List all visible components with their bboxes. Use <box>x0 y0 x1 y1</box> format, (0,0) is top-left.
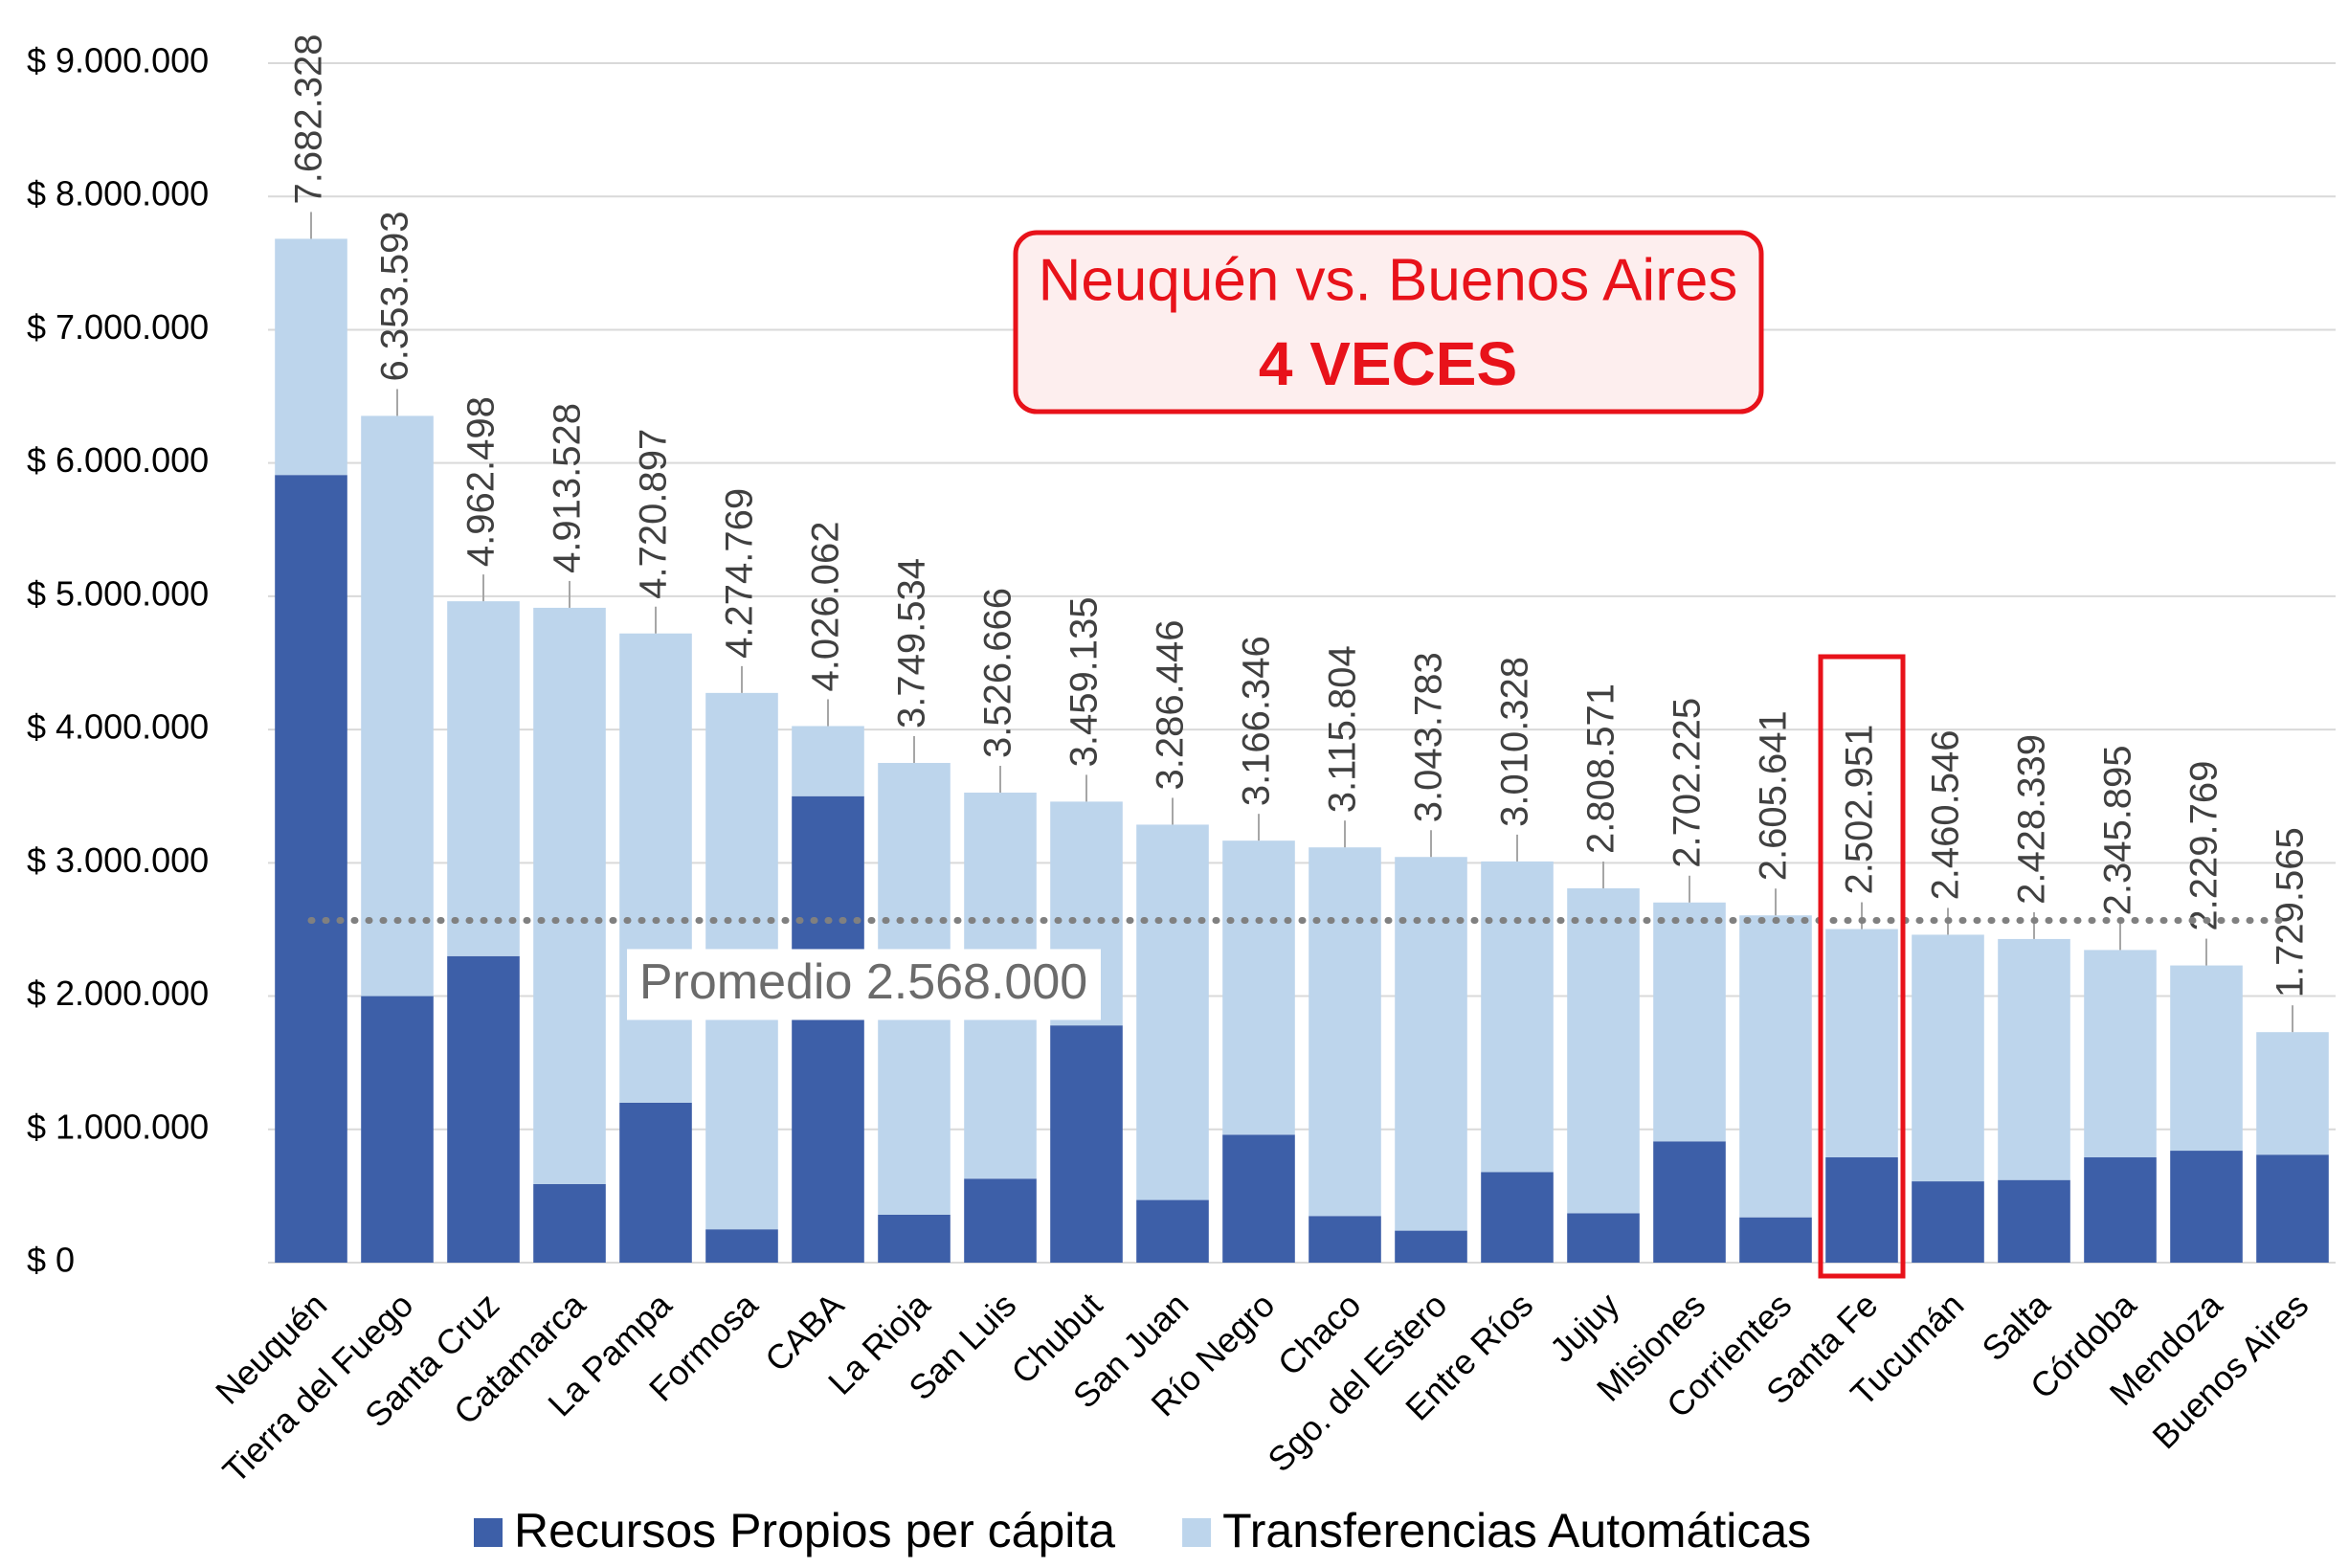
bar-segment <box>1653 1141 1726 1263</box>
total-label: 3.459.135 <box>1063 596 1106 767</box>
bar-segment <box>964 1178 1037 1263</box>
bar-segment <box>533 607 606 1184</box>
total-label: 4.026.062 <box>805 522 847 692</box>
bar-segment <box>1739 915 1812 1218</box>
bar-segment <box>1395 1230 1467 1263</box>
total-label: 2.460.546 <box>1925 729 1967 900</box>
y-tick-label: $ 1.000.000 <box>27 1107 209 1146</box>
bar-segment <box>1309 847 1381 1217</box>
total-label: 2.702.225 <box>1667 698 1709 868</box>
total-label: 3.166.346 <box>1236 636 1278 806</box>
y-tick-label: $ 5.000.000 <box>27 573 209 613</box>
bar-segment <box>1222 840 1295 1135</box>
bar-segment <box>1825 929 1898 1158</box>
legend-swatch <box>474 1518 503 1547</box>
total-label: 2.605.641 <box>1753 710 1795 881</box>
bar-segment <box>1395 857 1467 1231</box>
y-tick-label: $ 2.000.000 <box>27 974 209 1013</box>
bar-segment <box>447 601 520 956</box>
bar-segment <box>619 633 692 1103</box>
bar-segment <box>1912 1181 1984 1263</box>
annotation-emphasis: 4 VECES <box>1259 329 1517 398</box>
y-tick-label: $ 9.000.000 <box>27 41 209 80</box>
bar-segment <box>533 1183 606 1263</box>
total-label: 7.682.328 <box>288 34 330 204</box>
highlight-box <box>1818 654 1906 1279</box>
total-label: 4.913.528 <box>547 403 589 573</box>
total-label: 2.502.951 <box>1839 725 1881 895</box>
y-tick-label: $ 4.000.000 <box>27 707 209 747</box>
total-label: 6.353.593 <box>374 211 416 381</box>
bar-segment <box>1050 1025 1123 1263</box>
bar-segment <box>1739 1217 1812 1263</box>
bar-segment <box>2170 1151 2243 1263</box>
y-tick-label: $ 0 <box>27 1241 75 1280</box>
total-label: 4.720.897 <box>633 429 675 599</box>
bar-segment <box>792 795 864 1263</box>
legend-swatch <box>1182 1518 1212 1547</box>
bar-segment <box>1136 824 1209 1200</box>
bar-segment <box>1222 1134 1295 1263</box>
bar-segment <box>2256 1032 2329 1155</box>
bar-segment <box>1567 1213 1640 1263</box>
bar-segment <box>1653 902 1726 1142</box>
bar-segment <box>2084 1157 2157 1263</box>
bar-segment <box>1998 938 2070 1180</box>
bar-segment <box>705 1229 778 1263</box>
bar-segment <box>447 955 520 1263</box>
bar-segment <box>878 1214 951 1263</box>
bar-segment <box>2256 1154 2329 1263</box>
y-tick-label: $ 8.000.000 <box>27 174 209 213</box>
bar-segment <box>1481 861 1554 1173</box>
y-tick-label: $ 7.000.000 <box>27 307 209 347</box>
total-label: 4.274.769 <box>719 488 761 659</box>
total-label: 3.749.534 <box>891 558 933 728</box>
total-label: 3.286.446 <box>1150 620 1192 791</box>
total-label: 2.229.769 <box>2183 761 2226 931</box>
bar-segment <box>1567 887 1640 1214</box>
bar-segment <box>2170 965 2243 1152</box>
bar-segment <box>1309 1216 1381 1263</box>
bar-segment <box>361 415 434 997</box>
y-tick-label: $ 6.000.000 <box>27 440 209 480</box>
total-label: 3.010.328 <box>1494 657 1536 827</box>
bar-segment <box>792 726 864 796</box>
total-label: 2.428.339 <box>2011 734 2053 905</box>
total-label: 1.729.565 <box>2270 827 2312 997</box>
bar-segment <box>1136 1199 1209 1263</box>
average-label: Promedio 2.568.000 <box>639 954 1087 1010</box>
bar-segment <box>361 996 434 1263</box>
bar-segment <box>619 1102 692 1263</box>
total-label: 2.345.895 <box>2097 745 2139 915</box>
total-label: 4.962.498 <box>460 396 503 567</box>
bar-segment <box>1825 1157 1898 1263</box>
average-label-box <box>627 949 1101 1020</box>
total-label: 3.115.804 <box>1322 645 1364 813</box>
total-label: 2.808.571 <box>1580 683 1622 854</box>
total-label: 3.526.666 <box>977 588 1019 758</box>
y-tick-label: $ 3.000.000 <box>27 840 209 880</box>
bar-segment <box>2084 950 2157 1158</box>
bar-segment <box>275 238 347 476</box>
annotation-box <box>1013 230 1764 414</box>
legend-label: Transferencias Automáticas <box>1222 1504 1811 1557</box>
bar-segment <box>275 475 347 1263</box>
bar-segment <box>1998 1179 2070 1263</box>
annotation-title: Neuquén vs. Buenos Aires <box>1039 247 1738 313</box>
bar-segment <box>1912 934 1984 1182</box>
bar-segment <box>1481 1172 1554 1263</box>
total-label: 3.043.783 <box>1408 652 1450 822</box>
legend-label: Recursos Propios per cápita <box>514 1504 1115 1557</box>
